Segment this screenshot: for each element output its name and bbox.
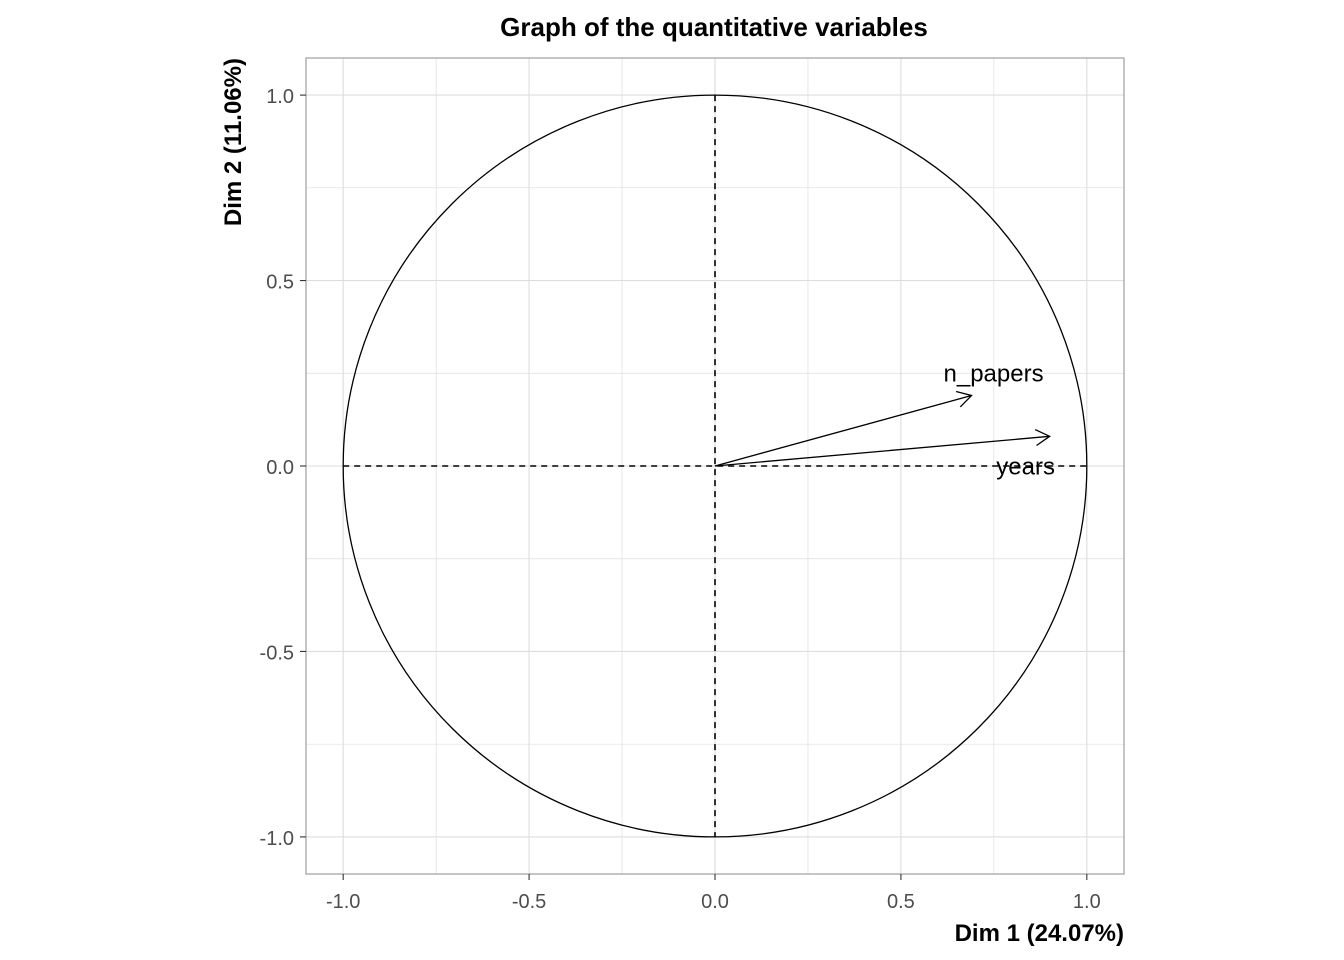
x-axis-label: Dim 1 (24.07%)	[955, 920, 1124, 947]
y-tick-label: 0.0	[266, 457, 294, 479]
guide-layer	[342, 94, 1088, 838]
y-tick-label: 1.0	[266, 86, 294, 108]
variable-label-years: years	[996, 453, 1055, 480]
variable-vector-n_papers: n_papers	[714, 361, 1044, 467]
arrow-head-n_papers	[955, 390, 973, 408]
variable-label-n_papers: n_papers	[944, 361, 1044, 388]
variable-vector-years: years	[714, 428, 1055, 480]
y-tick-label: 0.5	[266, 272, 294, 294]
arrow-shaft-n_papers	[714, 394, 972, 467]
arrow-shaft-years	[714, 435, 1050, 467]
chart-title: Graph of the quantitative variables	[500, 12, 928, 42]
arrow-head-years	[1034, 428, 1051, 447]
y-axis-ticks: -1.0 -0.5 0.0 0.5 1.0	[260, 86, 306, 850]
x-axis-ticks: -1.0 -0.5 0.0 0.5 1.0	[326, 874, 1101, 913]
y-axis-label: Dim 2 (11.06%)	[220, 58, 247, 226]
y-tick-label: -1.0	[260, 828, 294, 850]
y-tick-label: -0.5	[260, 642, 294, 664]
x-tick-label: 1.0	[1073, 891, 1101, 913]
x-tick-label: 0.5	[887, 891, 915, 913]
x-tick-label: 0.0	[701, 891, 729, 913]
x-tick-label: -1.0	[326, 891, 360, 913]
x-tick-label: -0.5	[512, 891, 546, 913]
